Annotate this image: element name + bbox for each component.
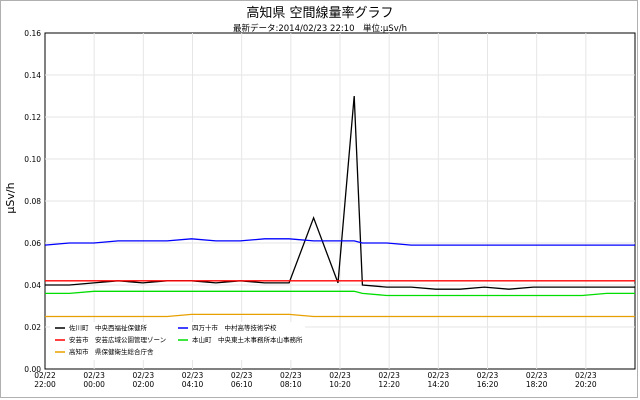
x-tick-time: 16:20 (477, 380, 499, 389)
legend-entry: 安芸市 安芸広域公園管理ゾーン (69, 335, 166, 344)
x-tick-date: 02/23 (575, 371, 597, 380)
y-axis-label: μSv/h (4, 182, 17, 213)
y-tick-label: 0.00 (24, 365, 41, 374)
x-tick-time: 06:10 (231, 380, 253, 389)
x-tick-time: 14:20 (428, 380, 450, 389)
x-tick-date: 02/23 (83, 371, 105, 380)
x-tick-time: 18:20 (526, 380, 548, 389)
y-tick-label: 0.04 (24, 281, 41, 290)
x-tick-date: 02/23 (428, 371, 450, 380)
x-tick-date: 02/23 (231, 371, 253, 380)
x-tick-time: 04:10 (182, 380, 204, 389)
axis-ticks: 0.00 0.02 0.04 0.06 0.08 0.10 0.12 0.14 0.16 02/2… (24, 29, 597, 389)
x-tick-date: 02/23 (526, 371, 548, 380)
x-tick-date: 02/22 (34, 371, 56, 380)
y-tick-label: 0.14 (24, 71, 41, 80)
y-tick-label: 0.06 (24, 239, 41, 248)
y-tick-label: 0.12 (24, 113, 41, 122)
series-line (44, 238, 635, 246)
x-tick-date: 02/23 (133, 371, 155, 380)
legend-entry: 高知市 県保健衛生総合庁舎 (69, 347, 154, 356)
legend-entry: 本山町 中央東土木事務所本山事務所 (192, 335, 303, 344)
x-tick-date: 02/23 (329, 371, 351, 380)
x-tick-date: 02/23 (182, 371, 204, 380)
x-tick-date: 02/23 (378, 371, 400, 380)
chart-subtitle: 最新データ:2014/02/23 22:10 単位:μSv/h (233, 23, 407, 34)
y-tick-label: 0.16 (24, 29, 41, 38)
x-tick-time: 00:00 (83, 380, 105, 389)
y-tick-label: 0.02 (24, 323, 41, 332)
legend-entry: 四万十市 中村高等技術学校 (192, 323, 277, 332)
series-line (45, 313, 635, 318)
chart-title: 高知県 空間線量率グラフ (246, 5, 393, 21)
x-tick-time: 10:20 (329, 380, 351, 389)
legend-box (50, 322, 305, 360)
series-line (45, 95, 635, 290)
x-tick-time: 12:20 (378, 380, 400, 389)
y-tick-label: 0.08 (24, 197, 41, 206)
series-line (45, 290, 635, 297)
x-tick-time: 08:10 (280, 380, 302, 389)
x-tick-date: 02/23 (477, 371, 499, 380)
x-tick-time: 22:00 (34, 380, 56, 389)
x-tick-date: 02/23 (280, 371, 302, 380)
legend-entry: 佐川町 中央西福祉保健所 (69, 323, 148, 332)
series-lines (44, 95, 635, 318)
grid (45, 33, 635, 369)
x-tick-time: 02:00 (133, 380, 155, 389)
y-tick-label: 0.10 (24, 155, 41, 164)
x-tick-time: 20:20 (575, 380, 597, 389)
